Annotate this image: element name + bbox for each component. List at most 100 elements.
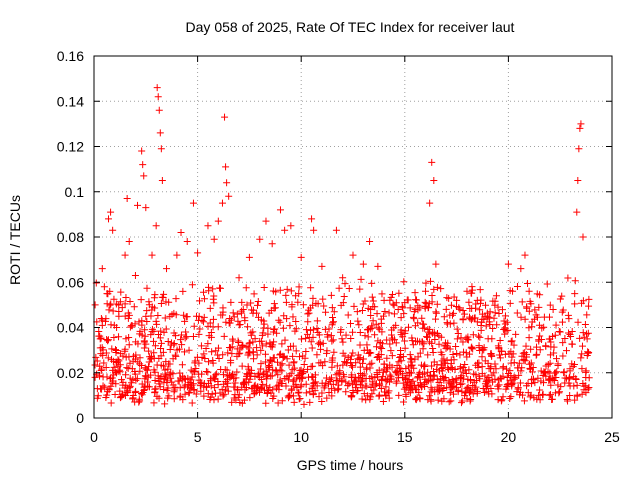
data-point [298,335,306,343]
data-point [422,279,430,287]
data-point [419,338,427,346]
data-point [262,340,270,348]
data-point [118,392,126,400]
data-point [142,312,150,320]
data-point [272,367,280,375]
data-point [528,318,536,326]
data-point [282,382,290,390]
data-point [386,378,394,386]
data-point [420,340,428,348]
data-point [458,380,466,388]
data-point [140,344,148,352]
data-point [452,342,460,350]
data-point [94,392,102,400]
data-point [110,334,118,342]
data-point [585,295,593,303]
data-point [205,332,213,340]
data-point [311,371,319,379]
data-point [107,208,115,216]
data-point [454,329,462,337]
data-point [259,342,267,350]
data-point [395,364,403,372]
data-point [378,290,386,298]
data-point [140,385,148,393]
data-point [526,393,534,401]
data-point [365,350,373,358]
data-point [274,358,282,366]
data-point [491,375,499,383]
data-point [295,395,303,403]
data-point [176,384,184,392]
data-point [273,384,281,392]
data-point [286,322,294,330]
data-point [347,352,355,360]
data-point [519,349,527,357]
data-point [480,388,488,396]
data-point [420,381,428,389]
data-point [145,358,153,366]
data-point [489,325,497,333]
data-point [309,294,317,302]
data-point [371,303,379,311]
data-point [123,195,131,203]
data-point [459,315,467,323]
data-point [243,301,251,309]
data-point [136,397,144,405]
data-point [337,326,345,334]
data-point [565,375,573,383]
data-point [547,381,555,389]
data-point [583,311,591,319]
data-point [528,368,536,376]
data-point [549,374,557,382]
data-point [414,306,422,314]
data-point [424,351,432,359]
data-point [285,376,293,384]
data-point [395,289,403,297]
data-point [504,260,512,268]
data-point [362,365,370,373]
data-point [464,384,472,392]
chart-title: Day 058 of 2025, Rate Of TEC Index for r… [186,19,515,35]
data-point [287,222,295,230]
data-point [453,325,461,333]
data-point [377,384,385,392]
data-point [392,321,400,329]
data-point [91,373,99,381]
data-point [430,176,438,184]
data-point [307,338,315,346]
data-point [280,312,288,320]
data-point [382,383,390,391]
data-point [508,380,516,388]
data-point [131,320,139,328]
data-point [527,345,535,353]
data-point [385,309,393,317]
data-point [564,397,572,405]
data-point [234,317,242,325]
data-point [249,338,257,346]
data-point [502,385,510,393]
data-point [255,313,262,321]
data-point [263,382,271,390]
data-point [484,381,492,389]
data-point [531,379,539,387]
data-point [471,304,479,312]
data-point [222,318,230,326]
data-point [152,222,160,230]
data-point [546,359,554,367]
data-point [400,385,408,393]
data-point [264,324,272,332]
data-point [109,366,117,374]
data-point [488,390,496,398]
data-point [225,371,233,379]
data-point [436,367,444,375]
data-point [166,371,174,379]
data-point [309,362,317,370]
data-point [323,394,331,402]
data-point [105,385,113,393]
data-point [136,367,144,375]
data-point [185,346,193,354]
data-point [145,383,153,391]
data-point [449,309,457,317]
data-point [542,362,550,370]
data-point [148,251,156,259]
